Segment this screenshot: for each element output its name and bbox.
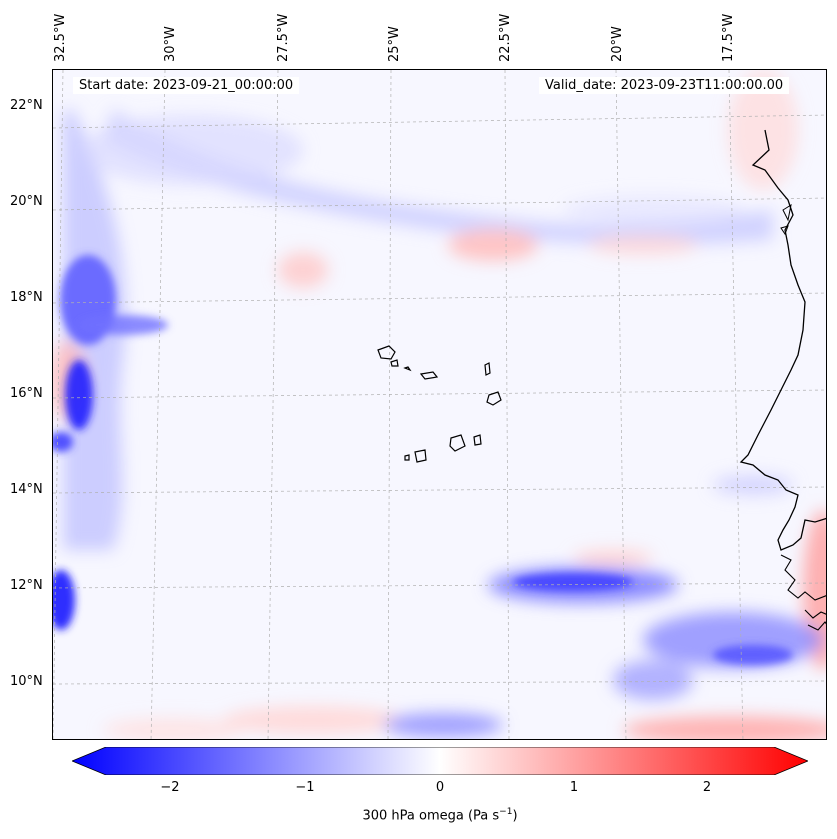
africa-coastline: [739, 129, 826, 551]
lat-label-10n: 10°N: [10, 674, 43, 689]
lon-label-32.5w: 32.5°W: [53, 13, 68, 62]
omega-field-map: [53, 70, 826, 739]
lon-label-17.5w: 17.5°W: [721, 13, 736, 62]
colorbar-bar: [72, 747, 808, 775]
colorbar-label: 300 hPa omega (Pa s−1): [362, 807, 518, 824]
strong-ascent-west: [53, 255, 793, 665]
red-patch-center: [448, 229, 538, 261]
lon-label-20w: 20°W: [610, 26, 625, 62]
start-date-label: Start date: 2023-09-21_00:00:00: [73, 77, 300, 94]
graticule: [53, 70, 826, 739]
red-band-south: [623, 716, 826, 739]
map-panel[interactable]: Start date: 2023-09-21_00:00:00 Valid_da…: [52, 69, 827, 740]
lon-label-27.5w: 27.5°W: [276, 13, 291, 62]
colorbar-tick-0: 0: [435, 780, 445, 795]
lon-label-22.5w: 22.5°W: [498, 13, 513, 62]
lat-label-12n: 12°N: [10, 578, 43, 593]
lon-label-25w: 25°W: [387, 26, 402, 62]
valid-date-label: Valid_date: 2023-09-23T11:00:00.00: [539, 77, 790, 94]
lat-label-20n: 20°N: [10, 194, 43, 209]
colorbar-tick-1: 1: [569, 780, 579, 795]
colorbar-tick-2: 2: [702, 780, 712, 795]
lat-label-14n: 14°N: [10, 482, 43, 497]
omega-field: [53, 70, 826, 739]
omega-colorbar: [72, 747, 808, 775]
lat-label-22n: 22°N: [10, 98, 43, 113]
colorbar-tick-minus1: −1: [295, 780, 315, 795]
cape-verde-islands: [377, 345, 502, 463]
lat-label-16n: 16°N: [10, 386, 43, 401]
lat-label-18n: 18°N: [10, 290, 43, 305]
lon-label-30w: 30°W: [163, 26, 178, 62]
colorbar-tick-minus2: −2: [160, 780, 180, 795]
